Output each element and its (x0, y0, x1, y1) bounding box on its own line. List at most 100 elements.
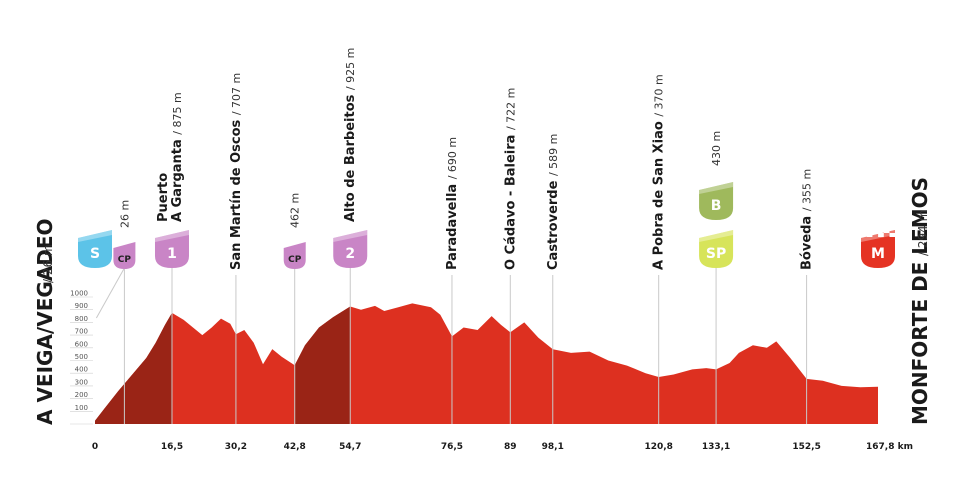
badge-label: SP (706, 246, 726, 262)
badge-shape (699, 182, 734, 220)
y-tick-label: 100 (75, 404, 88, 412)
climb-segment (95, 312, 172, 424)
x-tick-label: 30,2 (225, 442, 247, 452)
badge-label: 1 (167, 246, 177, 262)
x-tick-label: 42,8 (284, 442, 306, 452)
finish-check (883, 229, 890, 233)
badge-stripe (154, 230, 189, 242)
waypoint-labels: 26 m Puerto A Garganta / 875 m San Martín d… (118, 48, 814, 270)
x-tick-label: 16,5 (161, 442, 183, 452)
waypoint-name-text: Bóveda (800, 211, 815, 270)
badge-shape (861, 230, 895, 268)
start-label: A VEIGA/VEGADEO / 26 m (33, 218, 57, 425)
waypoint-altitude: 26 m (118, 200, 131, 228)
waypoint-name-text: Alto de Barbeitos (343, 90, 358, 222)
badge-shape (113, 242, 136, 269)
finish-check (866, 233, 873, 237)
y-tick-label: 800 (75, 315, 88, 323)
profile-area (95, 303, 878, 424)
waypoint: San Martín de Oscos / 707 m (229, 73, 244, 270)
checkpoint-badge: CP (113, 242, 136, 269)
waypoint-name-text: O Cádavo - Baleira (503, 130, 518, 270)
climb-segment (294, 306, 351, 424)
waypoint-name: Alto de Barbeitos / 925 m (343, 48, 358, 222)
finish-city-name: MONFORTE DE LEMOS (908, 177, 932, 425)
waypoint: Castroverde / 589 m (546, 134, 561, 270)
badge-label: B (711, 198, 722, 214)
start-city-altitude: / 26 m (41, 244, 55, 283)
climb-category-badge: 1 (154, 230, 189, 268)
finish-label: MONFORTE DE LEMOS / 294 m (908, 177, 932, 425)
waypoint-name-text: A Pobra de San Xiao (652, 117, 667, 270)
waypoint-name: A Pobra de San Xiao / 370 m (652, 74, 667, 270)
waypoint: 430 m (710, 131, 723, 166)
badge-shape (333, 230, 368, 268)
badge-label: CP (288, 255, 302, 265)
y-tick-label: 1000 (70, 290, 88, 298)
finish-check (878, 233, 884, 237)
waypoint-name-text: Paradavella (445, 179, 460, 270)
start-city-name: A VEIGA/VEGADEO (33, 218, 57, 425)
y-tick-label: 200 (75, 391, 88, 399)
x-tick-label: 167,8 km (866, 442, 913, 452)
badge-shape (78, 230, 112, 268)
checkpoint-badge: CP (283, 242, 306, 269)
finish-check (872, 229, 879, 233)
waypoint-name: Paradavella / 690 m (445, 137, 460, 270)
waypoint-altitude: / 875 m (171, 92, 184, 134)
cp-connector (95, 267, 125, 319)
waypoint-altitude: / 707 m (230, 73, 243, 115)
x-tick-label: 0 (92, 442, 98, 452)
x-axis: 0 16,5 30,2 42,8 54,7 76,5 89 98,1 120,8 133,1 152… (92, 442, 913, 452)
waypoint-altitude: 430 m (710, 131, 723, 166)
x-tick-label: 89 (504, 442, 517, 452)
waypoint: Alto de Barbeitos / 925 m (343, 48, 358, 222)
badge-label: M (871, 246, 885, 262)
bonus-badge: B (699, 182, 734, 220)
badge-stripe (699, 182, 734, 194)
start-badge: S (78, 230, 112, 268)
climb-category-badge: 2 (333, 230, 368, 268)
finish-check (889, 233, 896, 237)
waypoint-lines (95, 267, 808, 424)
badge-shape (699, 230, 734, 268)
waypoint: A Pobra de San Xiao / 370 m (652, 74, 667, 270)
y-tick-label: 900 (75, 302, 88, 310)
waypoint: 26 m (118, 200, 131, 228)
y-tick-label: 400 (75, 366, 88, 374)
waypoint: Bóveda / 355 m (800, 169, 815, 270)
waypoint-name: Bóveda / 355 m (800, 169, 815, 270)
waypoint-altitude: / 690 m (446, 137, 459, 179)
waypoint: Paradavella / 690 m (445, 137, 460, 270)
finish-badge: M (861, 229, 896, 268)
y-tick-label: 300 (75, 378, 88, 386)
badge-label: 2 (345, 246, 355, 262)
y-tick-label: 700 (75, 328, 88, 336)
waypoint-name: O Cádavo - Baleira / 722 m (503, 88, 518, 270)
waypoint-badges: S M CP 1 CP 2 B SP (78, 182, 896, 269)
x-tick-label: 120,8 (644, 442, 672, 452)
badge-label: CP (118, 255, 132, 265)
waypoint: 462 m (289, 193, 302, 228)
waypoint-name: Castroverde / 589 m (546, 134, 561, 270)
waypoint-altitude: / 589 m (547, 134, 560, 176)
waypoint: Puerto A Garganta / 875 m (156, 92, 185, 222)
waypoint-name-text: A Garganta (170, 135, 185, 222)
x-tick-label: 54,7 (339, 442, 361, 452)
waypoint-altitude: / 925 m (344, 48, 357, 90)
x-tick-label: 133,1 (702, 442, 730, 452)
badge-label: S (90, 246, 100, 262)
waypoint-name: San Martín de Oscos / 707 m (229, 73, 244, 270)
waypoint-name-text: San Martín de Oscos (229, 115, 244, 270)
x-tick-label: 98,1 (542, 442, 564, 452)
y-grid: 100 200 300 400 500 600 700 800 900 1000 (70, 290, 93, 425)
waypoint-altitude: 462 m (289, 193, 302, 228)
y-tick-label: 600 (75, 340, 88, 348)
sprint-badge: SP (699, 230, 734, 268)
waypoint-altitude: / 722 m (504, 88, 517, 130)
badge-stripe (699, 230, 734, 242)
x-tick-label: 76,5 (441, 442, 463, 452)
waypoint-name: A Garganta / 875 m (170, 92, 185, 222)
x-tick-label: 152,5 (792, 442, 820, 452)
